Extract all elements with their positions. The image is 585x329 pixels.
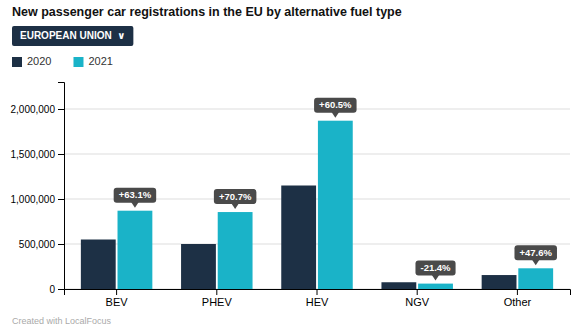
bar bbox=[518, 268, 553, 289]
bar bbox=[218, 212, 253, 289]
y-axis: 0 500,000 1,000,000 1,500,000 2,000,000 bbox=[11, 83, 65, 295]
y-tick-label: 0 bbox=[49, 284, 55, 295]
x-tick: BEV bbox=[106, 289, 129, 308]
y-axis-line bbox=[58, 83, 65, 290]
annotation-text: +70.7% bbox=[219, 191, 252, 202]
badge-text: EUROPEAN UNION ∨ bbox=[20, 30, 125, 41]
legend-label: 2021 bbox=[88, 55, 112, 67]
bar bbox=[81, 240, 116, 290]
bar bbox=[281, 186, 316, 290]
y-tick-label: 2,000,000 bbox=[11, 104, 56, 115]
bars bbox=[81, 121, 553, 289]
x-tick-mark bbox=[417, 289, 418, 295]
x-tick-label: BEV bbox=[106, 296, 129, 308]
annotation: -21.4% bbox=[415, 261, 455, 281]
annotation-box bbox=[415, 261, 455, 276]
bar bbox=[318, 121, 353, 289]
y-tick-label: 1,000,000 bbox=[11, 194, 56, 205]
annotation: +60.5% bbox=[314, 98, 357, 118]
legend: 2020 2021 bbox=[12, 55, 113, 67]
plot: 0 500,000 1,000,000 1,500,000 2,000,000 BEV PH… bbox=[11, 83, 571, 308]
chart-container: New passenger car registrations in the E… bbox=[0, 0, 585, 329]
bar bbox=[118, 211, 153, 289]
chart-svg: New passenger car registrations in the E… bbox=[0, 0, 585, 329]
bar bbox=[418, 284, 453, 289]
x-tick-label: Other bbox=[504, 296, 532, 308]
x-axis-line bbox=[65, 290, 571, 296]
annotation-text: +63.1% bbox=[119, 189, 152, 200]
x-tick-mark bbox=[517, 289, 518, 295]
legend-item: 2021 bbox=[73, 55, 112, 67]
y-tick: 500,000 bbox=[19, 239, 64, 250]
y-tick-mark bbox=[58, 109, 64, 110]
bar bbox=[482, 275, 517, 289]
y-tick: 1,000,000 bbox=[11, 194, 65, 205]
annotations: +63.1% +70.7% +60.5% -21.4% +47.6% bbox=[114, 98, 557, 281]
x-tick: HEV bbox=[306, 289, 329, 308]
legend-item: 2020 bbox=[12, 55, 51, 67]
y-tick-mark bbox=[58, 289, 64, 290]
background bbox=[0, 0, 585, 329]
bar-series bbox=[118, 121, 554, 289]
annotation-text: -21.4% bbox=[420, 262, 451, 273]
bar bbox=[381, 282, 416, 289]
x-tick: Other bbox=[504, 289, 532, 308]
x-tick-label: HEV bbox=[306, 296, 329, 308]
annotation-box bbox=[214, 189, 257, 204]
x-tick-mark bbox=[116, 289, 117, 295]
y-tick: 1,500,000 bbox=[11, 149, 65, 160]
y-tick-label: 1,500,000 bbox=[11, 149, 56, 160]
annotation-box bbox=[514, 245, 557, 260]
y-tick-mark bbox=[58, 154, 64, 155]
y-tick: 2,000,000 bbox=[11, 104, 65, 115]
x-tick-mark bbox=[317, 289, 318, 295]
annotation: +63.1% bbox=[114, 188, 157, 208]
grid-line bbox=[64, 154, 570, 155]
x-axis: BEV PHEV HEV NGV Other bbox=[65, 289, 571, 308]
grid bbox=[64, 109, 570, 289]
y-tick-mark bbox=[58, 244, 64, 245]
annotation-box bbox=[114, 188, 157, 203]
legend-swatch bbox=[73, 57, 83, 67]
annotation-box bbox=[314, 98, 357, 113]
legend-swatch bbox=[12, 57, 22, 67]
annotation: +70.7% bbox=[214, 189, 257, 209]
y-tick-mark bbox=[58, 199, 64, 200]
bar-series bbox=[81, 186, 517, 290]
bar bbox=[181, 244, 216, 289]
y-tick: 0 bbox=[49, 284, 64, 295]
y-tick-label: 500,000 bbox=[19, 239, 56, 250]
x-tick-mark bbox=[216, 289, 217, 295]
title: New passenger car registrations in the E… bbox=[12, 5, 402, 19]
x-tick-label: NGV bbox=[405, 296, 430, 308]
badge-box bbox=[12, 26, 133, 46]
x-tick: NGV bbox=[405, 289, 430, 308]
annotation-text: +60.5% bbox=[319, 99, 352, 110]
annotation-text: +47.6% bbox=[519, 247, 552, 258]
x-tick-label: PHEV bbox=[202, 296, 233, 308]
x-tick: PHEV bbox=[202, 289, 233, 308]
footer: Created with LocalFocus bbox=[12, 316, 112, 326]
annotation: +47.6% bbox=[514, 245, 557, 265]
legend-label: 2020 bbox=[27, 55, 51, 67]
badge: EUROPEAN UNION ∨ bbox=[12, 26, 133, 46]
